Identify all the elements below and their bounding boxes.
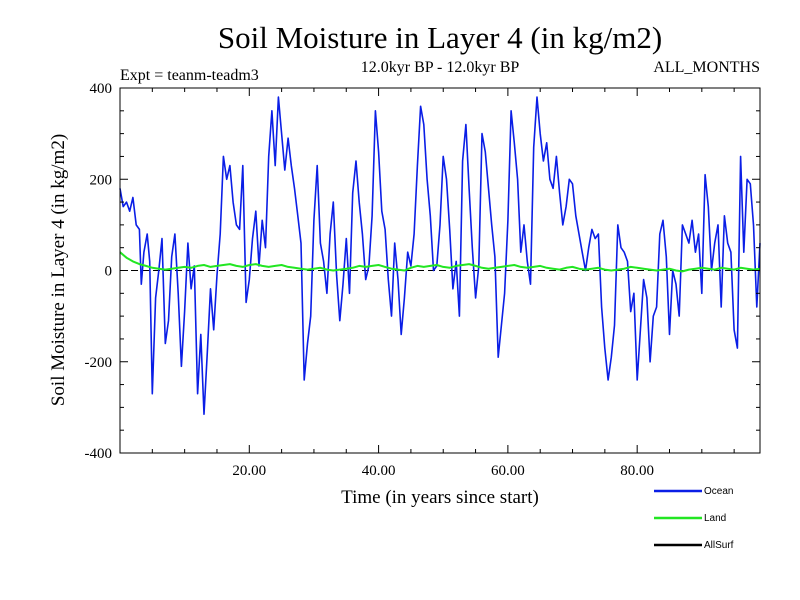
x-axis-label: Time (in years since start) — [341, 487, 539, 508]
legend-label-ocean: Ocean — [704, 486, 733, 497]
legend-label-land: Land — [704, 513, 726, 524]
chart-title: Soil Moisture in Layer 4 (in kg/m2) — [218, 20, 662, 55]
x-tick-label: 80.00 — [620, 463, 654, 479]
legend-label-allsurf: AllSurf — [704, 540, 734, 551]
plot-area: -400 -200 0 200 400 20.00 40.00 60.00 80.00 — [85, 81, 761, 479]
x-tick-label: 20.00 — [232, 463, 266, 479]
period-label: 12.0kyr BP - 12.0kyr BP — [361, 59, 520, 76]
y-tick-label: -400 — [85, 446, 113, 462]
y-tick-label: 400 — [90, 81, 113, 97]
x-tick-label: 40.00 — [362, 463, 396, 479]
series-line-ocean — [119, 96, 761, 416]
legend: Ocean Land AllSurf — [654, 486, 734, 551]
y-axis-label: Soil Moisture in Layer 4 (in kg/m2) — [48, 134, 69, 406]
expt-label: Expt = teanm-teadm3 — [120, 67, 259, 84]
series-line-land — [119, 251, 761, 273]
months-label: ALL_MONTHS — [653, 59, 760, 76]
y-tick-label: -200 — [85, 355, 113, 371]
y-tick-label: 0 — [105, 264, 113, 280]
y-tick-label: 200 — [90, 172, 113, 188]
x-tick-label: 60.00 — [491, 463, 525, 479]
